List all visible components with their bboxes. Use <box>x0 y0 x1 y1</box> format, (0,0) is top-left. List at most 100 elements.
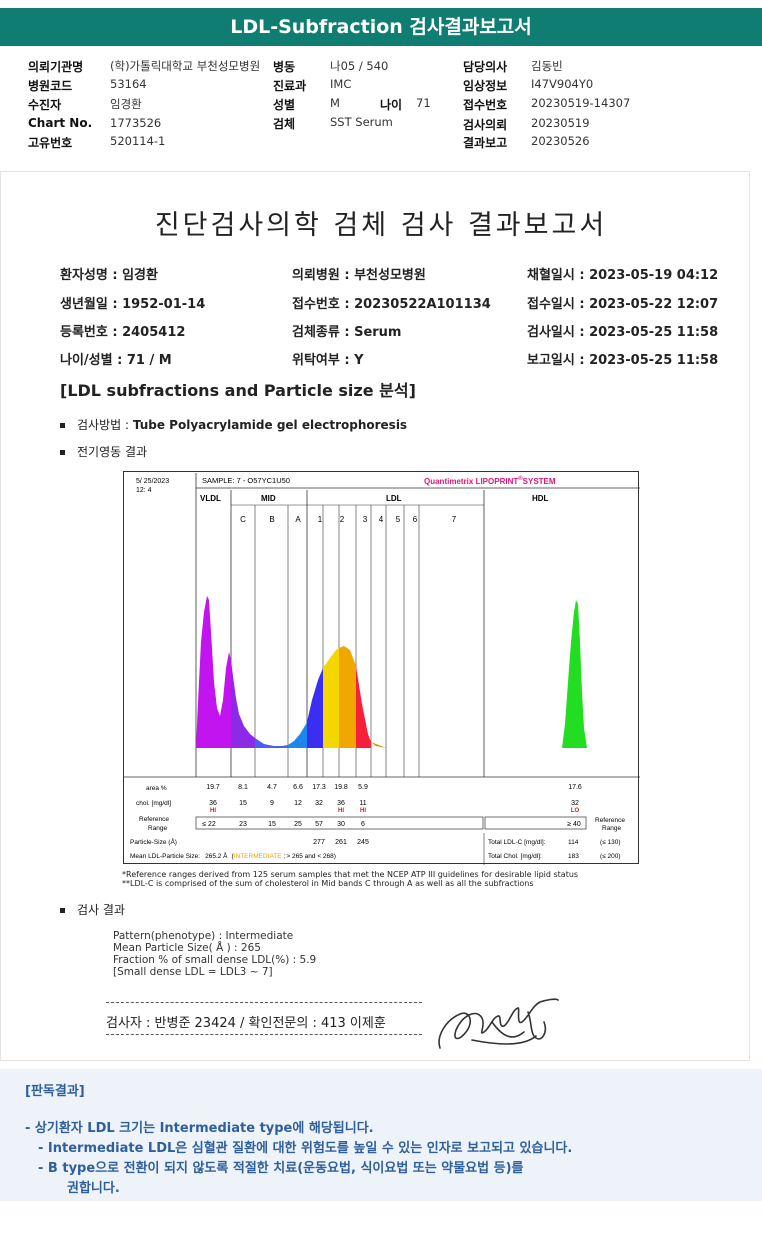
svg-text:36: 36 <box>337 800 345 807</box>
patient-info: 검체종류 : Serum <box>292 325 402 340</box>
chart-svg: 5/ 25/2023 12: 4 SAMPLE: 7 - O57YC1U50 Q… <box>124 473 640 865</box>
svg-text:≥ 40: ≥ 40 <box>567 821 581 828</box>
patient-info: 생년월일 : 1952-01-14 <box>60 297 206 312</box>
svg-text:12: 12 <box>294 800 302 807</box>
lipoprint-chart: 5/ 25/2023 12: 4 SAMPLE: 7 - O57YC1U50 Q… <box>123 471 640 865</box>
info-value: 520114-1 <box>110 134 166 148</box>
svg-text:15: 15 <box>268 821 276 828</box>
info-value: I47V904Y0 <box>531 77 594 91</box>
electro-label: 전기영동 결과 <box>77 445 148 459</box>
band-label: 2 <box>340 515 345 524</box>
mid-c-peak <box>231 660 255 748</box>
svg-text:HI: HI <box>338 808 344 814</box>
signature-line: 검사자 : 반병준 23424 / 확인전문의 : 413 이제훈 <box>106 1016 386 1031</box>
info-label: 검사의뢰 <box>463 118 508 132</box>
judgement-line: - Intermediate LDL은 심혈관 질환에 대한 위험도를 높일 수… <box>38 1141 573 1156</box>
total-chol-label: Total Chol. [mg/dl]: <box>488 853 542 860</box>
info-label: 임상정보 <box>463 79 508 93</box>
vldl-peak <box>196 596 231 748</box>
bullet-icon <box>60 908 65 913</box>
judgement-panel <box>0 1069 762 1201</box>
info-value: 20230519 <box>531 116 590 130</box>
band-label: C <box>240 515 246 524</box>
band-label: 3 <box>363 515 368 524</box>
chart-brand: Quantimetrix LIPOPRINT®SYSTEM <box>424 475 556 486</box>
svg-text:6: 6 <box>361 821 365 828</box>
info-label: 병동 <box>273 60 296 74</box>
band-label: 6 <box>413 515 418 524</box>
ref-label-right-2: Range <box>602 825 622 832</box>
info-value: 나05 / 540 <box>330 59 389 73</box>
patient-info: 접수번호 : 20230522A101134 <box>292 297 491 312</box>
result-line: Fraction % of small dense LDL(%) : 5.9 <box>113 954 317 966</box>
total-ldl-ref: (≤ 130) <box>600 839 621 846</box>
hdl-peak <box>562 600 587 748</box>
svg-text:HI: HI <box>360 808 366 814</box>
band-label: B <box>269 515 274 524</box>
info-value: SST Serum <box>330 115 393 129</box>
chol-row-label: chol. [mg/dl] <box>136 800 171 807</box>
note-line: **LDL-C is comprised of the sum of chole… <box>122 879 534 888</box>
mid-b-peak <box>255 738 288 748</box>
section-heading: [LDL subfractions and Particle size 분석] <box>60 381 416 400</box>
patient-info: 접수일시 : 2023-05-22 12:07 <box>527 297 719 312</box>
info-value: 임경환 <box>110 97 142 111</box>
patient-info: 채혈일시 : 2023-05-19 04:12 <box>527 268 719 283</box>
chart-notes: *Reference ranges derived from 125 serum… <box>122 870 578 888</box>
info-value: (학)가톨릭대학교 부천성모병원 <box>110 59 261 73</box>
info-value: M <box>330 96 340 110</box>
svg-text:23: 23 <box>239 821 247 828</box>
report-title: 진단검사의학 검체 검사 결과보고서 <box>154 210 608 241</box>
ldl5-peak <box>371 742 386 748</box>
svg-text:15: 15 <box>239 800 247 807</box>
info-label: 나이 <box>380 98 403 112</box>
svg-text:19.7: 19.7 <box>206 784 220 791</box>
svg-text:17.3: 17.3 <box>312 784 326 791</box>
area-row-label: area % <box>146 785 167 792</box>
ldl3-peak <box>339 646 356 748</box>
chart-date: 5/ 25/2023 <box>136 478 169 485</box>
band-labels: C B A 1 2 3 4 5 6 7 <box>240 515 457 524</box>
info-label: 수진자 <box>28 98 62 112</box>
bullet-icon <box>60 450 65 455</box>
flags: HI HI HI LO <box>210 808 579 814</box>
svg-text:4.7: 4.7 <box>267 784 277 791</box>
patient-info: 검사일시 : 2023-05-25 11:58 <box>527 325 719 340</box>
svg-text:17.6: 17.6 <box>568 784 582 791</box>
band-label: 5 <box>396 515 401 524</box>
info-label: 진료과 <box>273 79 307 93</box>
svg-text:6.6: 6.6 <box>293 784 303 791</box>
svg-text:25: 25 <box>294 821 302 828</box>
band-label: 1 <box>318 515 323 524</box>
patient-info: 등록번호 : 2405412 <box>60 325 186 340</box>
total-ldl-value: 114 <box>568 839 579 846</box>
svg-text:261: 261 <box>335 839 347 846</box>
info-value: 20230519-14307 <box>531 96 631 110</box>
group-mid: MID <box>261 494 276 503</box>
svg-text:245: 245 <box>357 839 369 846</box>
svg-text:HI: HI <box>210 808 216 814</box>
patient-info: 환자성명 : 임경환 <box>60 268 158 283</box>
ldl1-peak <box>307 668 323 748</box>
info-label: 검체 <box>273 117 296 131</box>
bullet-icon <box>60 423 65 428</box>
total-ldl-label: Total LDL-C [mg/dl]: <box>488 839 546 846</box>
band-label: 4 <box>379 515 384 524</box>
svg-text:19.8: 19.8 <box>334 784 348 791</box>
ref-values: ≤ 22 23 15 25 57 30 6 ≥ 40 <box>202 821 581 828</box>
page-title: LDL-Subfraction 검사결과보고서 <box>0 8 762 46</box>
result-block: Pattern(phenotype) : Intermediate Mean P… <box>113 930 316 978</box>
info-label: 성별 <box>273 98 296 112</box>
svg-text:5.9: 5.9 <box>358 784 368 791</box>
result-line: [Small dense LDL = LDL3 ~ 7] <box>113 966 273 978</box>
sign-divider-bottom <box>106 1034 422 1035</box>
electro-bullet: 전기영동 결과 <box>60 443 147 460</box>
particle-label: Particle-Size (Å) <box>130 837 177 846</box>
svg-text:36: 36 <box>209 800 217 807</box>
sign-divider-top <box>106 1002 422 1003</box>
note-line: *Reference ranges derived from 125 serum… <box>122 870 579 879</box>
method-value: Tube Polyacrylamide gel electrophoresis <box>132 418 408 432</box>
judgement-line: 권합니다. <box>67 1181 120 1196</box>
method-bullet: 검사방법 : Tube Polyacrylamide gel electroph… <box>60 416 407 433</box>
ref-box-ldl <box>195 816 484 830</box>
